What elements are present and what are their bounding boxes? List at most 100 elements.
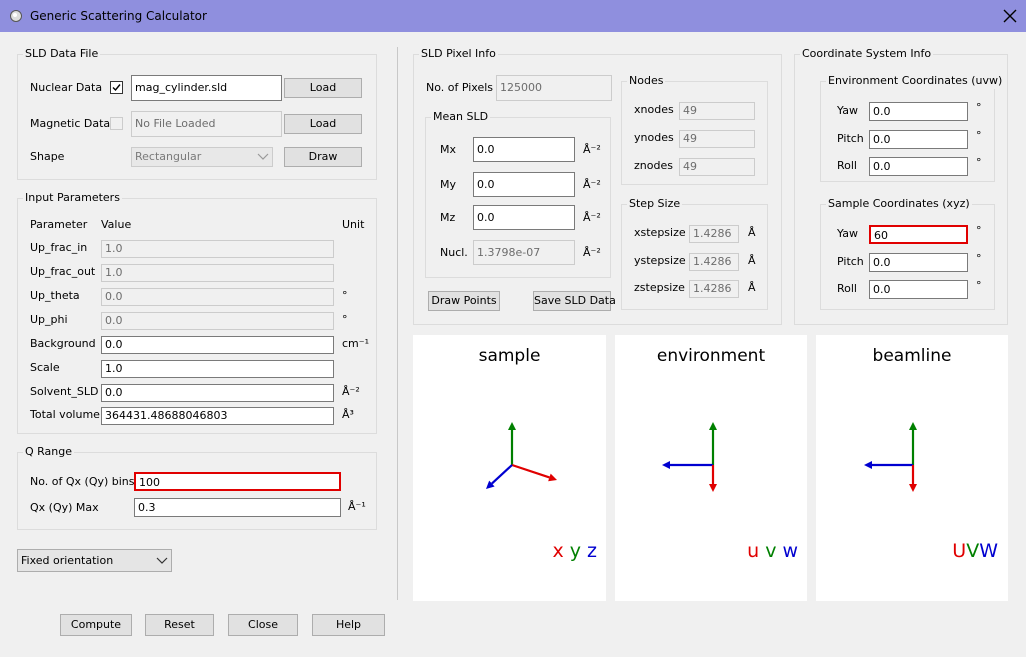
checkbox xyxy=(110,117,123,130)
close-button[interactable] xyxy=(1003,9,1017,23)
axis-label: x xyxy=(552,540,564,562)
text-field: 1.4286 xyxy=(689,280,739,298)
row-label: Nuclear Data xyxy=(30,81,103,94)
text-field[interactable]: 364431.48688046803 xyxy=(101,407,334,425)
text-field: 1.0 xyxy=(101,264,334,282)
axis-label: u xyxy=(747,540,760,562)
group-title: Step Size xyxy=(627,196,683,212)
group-box xyxy=(17,54,377,180)
row-label: zstepsize xyxy=(634,281,685,294)
text-field[interactable]: 0.0 xyxy=(869,129,968,149)
parameter-name: Up_frac_in xyxy=(30,241,88,254)
button[interactable]: Reset xyxy=(145,614,214,636)
dropdown-arrow xyxy=(156,557,168,564)
text-field: 1.4286 xyxy=(689,225,739,243)
row-label: Magnetic Data xyxy=(30,117,111,130)
text-field: 1.4286 xyxy=(689,253,739,271)
row-label: xnodes xyxy=(634,103,674,116)
button[interactable]: Draw Points xyxy=(428,291,500,311)
parameter-name: Up_theta xyxy=(30,289,80,302)
column-header: Parameter xyxy=(30,218,88,231)
unit: Å xyxy=(748,226,756,239)
text-field[interactable]: 0.0 xyxy=(473,137,575,162)
group-box xyxy=(425,117,611,278)
unit: Å⁻² xyxy=(583,178,601,191)
row-label: Mz xyxy=(440,211,456,224)
text-field: 49 xyxy=(679,158,755,176)
view-panel: sample x y z xyxy=(413,335,606,601)
text-field[interactable]: 0.0 xyxy=(869,252,968,272)
group-title: Nodes xyxy=(627,73,666,89)
dropdown: Rectangular xyxy=(131,147,273,167)
row-label: Yaw xyxy=(837,227,858,240)
parameter-name: Background xyxy=(30,337,96,350)
text-field[interactable]: 0.0 xyxy=(473,205,575,230)
text-field[interactable]: 0.0 xyxy=(869,102,968,121)
separator xyxy=(397,47,398,600)
column-header: Unit xyxy=(342,218,365,231)
unit: Å xyxy=(748,254,756,267)
row-label: ynodes xyxy=(634,131,674,144)
text-field[interactable]: 0.0 xyxy=(473,172,575,197)
text-field[interactable]: 0.3 xyxy=(134,498,341,517)
group-box xyxy=(621,81,768,185)
text-field[interactable]: 1.0 xyxy=(101,360,334,378)
text-field[interactable]: 0.0 xyxy=(869,280,968,299)
view-title: beamline xyxy=(872,346,952,366)
button[interactable]: Load xyxy=(284,114,362,134)
text-field[interactable]: 0.0 xyxy=(869,157,968,176)
group-title: Coordinate System Info xyxy=(800,46,934,62)
row-label: Mx xyxy=(440,143,457,156)
view-title: environment xyxy=(656,346,766,366)
button[interactable]: Close xyxy=(228,614,298,636)
text-field: 1.3798e-07 xyxy=(473,240,575,265)
axis-label: w xyxy=(782,540,798,562)
unit: Å xyxy=(748,281,756,294)
text-field[interactable]: mag_cylinder.sld xyxy=(131,75,282,101)
text-field[interactable]: 60 xyxy=(869,225,968,244)
axis-label: z xyxy=(587,540,597,562)
checkbox[interactable] xyxy=(110,81,123,94)
row-label: No. of Pixels xyxy=(426,81,494,94)
unit: cm⁻¹ xyxy=(342,337,369,350)
button[interactable]: Help xyxy=(312,614,385,636)
row-label: Nucl. xyxy=(440,246,468,259)
unit: ° xyxy=(976,101,982,114)
text-field[interactable]: 0.0 xyxy=(101,384,334,402)
text-field[interactable]: 0.0 xyxy=(101,336,334,354)
dropdown[interactable]: Fixed orientation xyxy=(17,549,172,572)
unit: Å⁻² xyxy=(583,211,601,224)
text-field: 0.0 xyxy=(101,312,334,330)
view-title: sample xyxy=(478,346,541,366)
text-field: 0.0 xyxy=(101,288,334,306)
app-icon xyxy=(10,10,22,22)
button[interactable]: Save SLD Data xyxy=(533,291,616,311)
axis-label: W xyxy=(979,540,998,562)
axis-label: y xyxy=(569,540,582,562)
parameter-name: Total volume xyxy=(30,408,100,421)
unit: Å⁻¹ xyxy=(348,500,366,513)
group-title: Q Range xyxy=(23,444,75,460)
unit: ° xyxy=(976,156,982,169)
unit: ° xyxy=(976,251,982,265)
unit: Å⁻² xyxy=(583,143,601,156)
row-label: ystepsize xyxy=(634,254,686,267)
unit: ° xyxy=(976,279,982,292)
unit: ° xyxy=(342,289,348,302)
group-title: SLD Pixel Info xyxy=(419,46,498,62)
parameter-name: Scale xyxy=(30,361,60,374)
button[interactable]: Compute xyxy=(60,614,132,636)
axis-triad xyxy=(486,422,557,489)
group-title: Sample Coordinates (xyz) xyxy=(826,196,972,212)
axis-label: v xyxy=(765,540,777,562)
parameter-name: Solvent_SLD xyxy=(30,385,99,398)
row-label: znodes xyxy=(634,159,673,172)
button[interactable]: Load xyxy=(284,78,362,98)
text-field: No File Loaded xyxy=(131,111,282,137)
column-header: Value xyxy=(101,218,132,231)
text-field[interactable]: 100 xyxy=(134,472,341,491)
parameter-name: Up_phi xyxy=(30,313,68,326)
button[interactable]: Draw xyxy=(284,147,362,167)
